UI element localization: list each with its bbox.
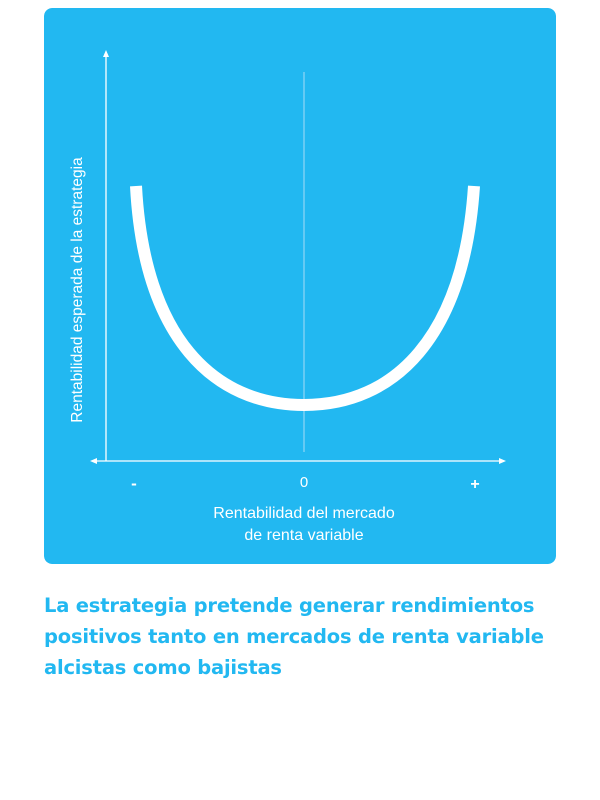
x-axis-label-line1: Rentabilidad del mercado xyxy=(213,505,395,522)
x-axis-label-line2: de renta variable xyxy=(244,527,363,544)
tick-zero: 0 xyxy=(300,474,308,491)
x-axis-left-arrow xyxy=(90,458,97,464)
payoff-curve xyxy=(130,185,480,412)
x-axis-right-arrow xyxy=(499,458,506,464)
y-axis-arrow xyxy=(103,50,109,57)
diagram-card: Rentabilidad esperada de la estrategia -… xyxy=(44,8,556,564)
y-axis-label: Rentabilidad esperada de la estrategia xyxy=(69,157,86,423)
tick-plus: + xyxy=(470,476,479,493)
payoff-diagram: Rentabilidad esperada de la estrategia -… xyxy=(44,8,556,564)
tick-minus: - xyxy=(131,474,137,493)
caption-text: La estrategia pretende generar rendimien… xyxy=(44,594,544,679)
card-background xyxy=(44,8,556,564)
